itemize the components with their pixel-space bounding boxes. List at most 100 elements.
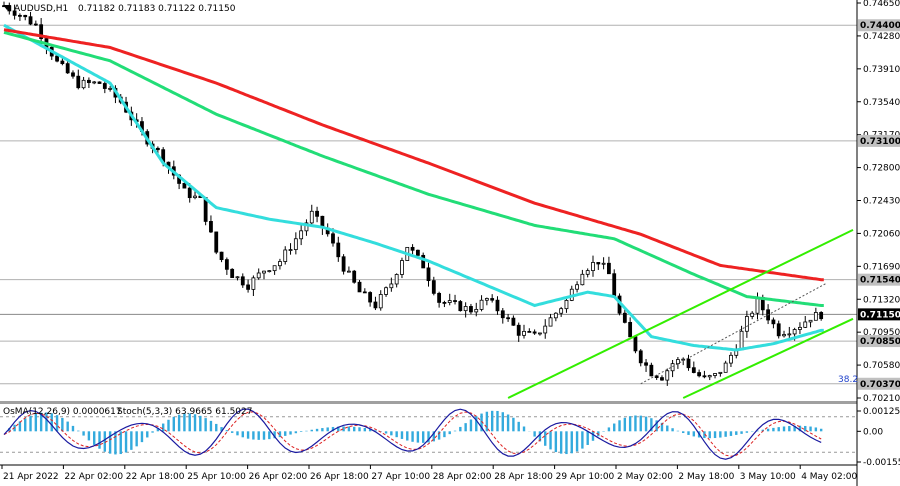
osma-bar bbox=[671, 428, 674, 432]
candle-body bbox=[108, 87, 113, 90]
osma-bar bbox=[437, 431, 441, 440]
osma-bar bbox=[161, 423, 165, 432]
fib-level-label: 38.2 bbox=[838, 375, 858, 385]
candle-body bbox=[415, 249, 420, 256]
indicator-tick-label: 0.00 bbox=[863, 427, 883, 437]
osma-bar bbox=[390, 431, 393, 436]
osma-bar bbox=[660, 422, 664, 432]
osma-bar bbox=[358, 427, 361, 432]
candle-body bbox=[33, 23, 38, 26]
candle-body bbox=[421, 254, 426, 269]
osma-bar bbox=[135, 431, 138, 447]
price-tag bbox=[858, 335, 900, 348]
osma-bar bbox=[666, 425, 669, 432]
candle-body bbox=[553, 312, 558, 319]
price-tag-label: 0.73100 bbox=[860, 137, 900, 147]
candle-body bbox=[511, 317, 516, 326]
osma-bar bbox=[544, 431, 547, 446]
osma-bar bbox=[480, 413, 483, 432]
candle-body bbox=[65, 63, 70, 74]
dropdown-arrow-icon[interactable] bbox=[3, 5, 11, 10]
channel-line-upper[interactable] bbox=[507, 228, 854, 399]
candle-body bbox=[246, 284, 250, 290]
candle-body bbox=[675, 359, 680, 365]
price-tag bbox=[858, 273, 900, 286]
candle-body bbox=[347, 270, 351, 273]
price-tick-label: 0.74280 bbox=[863, 32, 900, 42]
osma-bar bbox=[241, 431, 244, 438]
osma-bar bbox=[45, 412, 48, 432]
candle-body bbox=[713, 373, 717, 376]
indicator-plot[interactable] bbox=[0, 408, 857, 460]
osma-bar bbox=[29, 415, 32, 432]
time-tick-label: 26 Apr 18:00 bbox=[310, 472, 369, 482]
channel-line-lower[interactable] bbox=[682, 317, 854, 399]
price-tick-label: 0.70210 bbox=[863, 394, 900, 404]
osma-bar bbox=[819, 428, 823, 432]
osma-bar bbox=[50, 413, 53, 432]
osma-bar bbox=[459, 426, 462, 432]
candle-body bbox=[18, 14, 22, 17]
price-tick-label: 0.73540 bbox=[863, 98, 900, 108]
candle-body bbox=[341, 256, 346, 272]
candle-body bbox=[431, 280, 436, 294]
candle-body bbox=[272, 265, 277, 272]
osma-bar bbox=[66, 421, 69, 432]
candle-body bbox=[755, 297, 760, 314]
osma-bar bbox=[347, 426, 351, 432]
osma-bar bbox=[788, 426, 791, 432]
pane-separator[interactable] bbox=[0, 401, 857, 404]
price-tick-label: 0.74650 bbox=[863, 0, 900, 9]
candle-body bbox=[97, 81, 102, 84]
price-tick-label: 0.71320 bbox=[863, 295, 900, 305]
osma-bar bbox=[55, 415, 59, 432]
candle-body bbox=[654, 375, 659, 378]
osma-bar bbox=[199, 415, 202, 432]
candle-body bbox=[516, 324, 521, 336]
candle-body bbox=[331, 233, 335, 244]
osma-bar bbox=[299, 431, 303, 432]
osma-bar bbox=[554, 431, 558, 453]
time-tick-label: 27 Apr 10:00 bbox=[371, 472, 430, 482]
candle-body bbox=[739, 330, 744, 351]
candle-body bbox=[394, 274, 399, 285]
candle-body bbox=[723, 362, 728, 373]
osma-bar bbox=[644, 416, 648, 432]
osma-bar bbox=[607, 427, 611, 432]
price-tick-label: 0.72430 bbox=[863, 197, 900, 207]
candle-body bbox=[601, 262, 606, 265]
candle-body bbox=[527, 330, 532, 333]
moving-average-line bbox=[3, 28, 824, 282]
candle-body bbox=[750, 312, 755, 317]
osma-bar bbox=[8, 428, 11, 432]
candle-body bbox=[453, 300, 457, 302]
time-tick-label: 29 Apr 10:00 bbox=[556, 472, 615, 482]
osma-bar bbox=[506, 414, 510, 432]
price-tick-label: 0.70580 bbox=[863, 361, 900, 371]
candle-body bbox=[638, 350, 643, 364]
osma-bar bbox=[522, 426, 526, 432]
candle-body bbox=[187, 187, 192, 199]
candle-body bbox=[315, 210, 319, 217]
osma-bar bbox=[814, 427, 818, 432]
osma-bar bbox=[613, 423, 616, 432]
price-tag-label: 0.74400 bbox=[860, 21, 900, 31]
candle-body bbox=[729, 354, 733, 364]
osma-bar bbox=[268, 431, 271, 440]
candle-body bbox=[612, 273, 617, 297]
osma-bar bbox=[167, 419, 170, 432]
candle-body bbox=[251, 277, 256, 290]
ohlc-values: 0.71182 0.71183 0.71122 0.71150 bbox=[78, 4, 236, 14]
candle-body bbox=[628, 321, 633, 338]
candle-body bbox=[224, 259, 229, 270]
osma-bar bbox=[475, 416, 478, 432]
osma-bar bbox=[337, 426, 340, 432]
candle-body bbox=[368, 292, 373, 303]
candle-body bbox=[670, 363, 675, 372]
osma-bar bbox=[427, 431, 430, 443]
time-tick-label: 22 Apr 18:00 bbox=[126, 472, 185, 482]
trend-line-dotted[interactable] bbox=[640, 282, 827, 385]
price-plot[interactable] bbox=[2, 1, 854, 399]
osma-bar bbox=[305, 430, 308, 432]
